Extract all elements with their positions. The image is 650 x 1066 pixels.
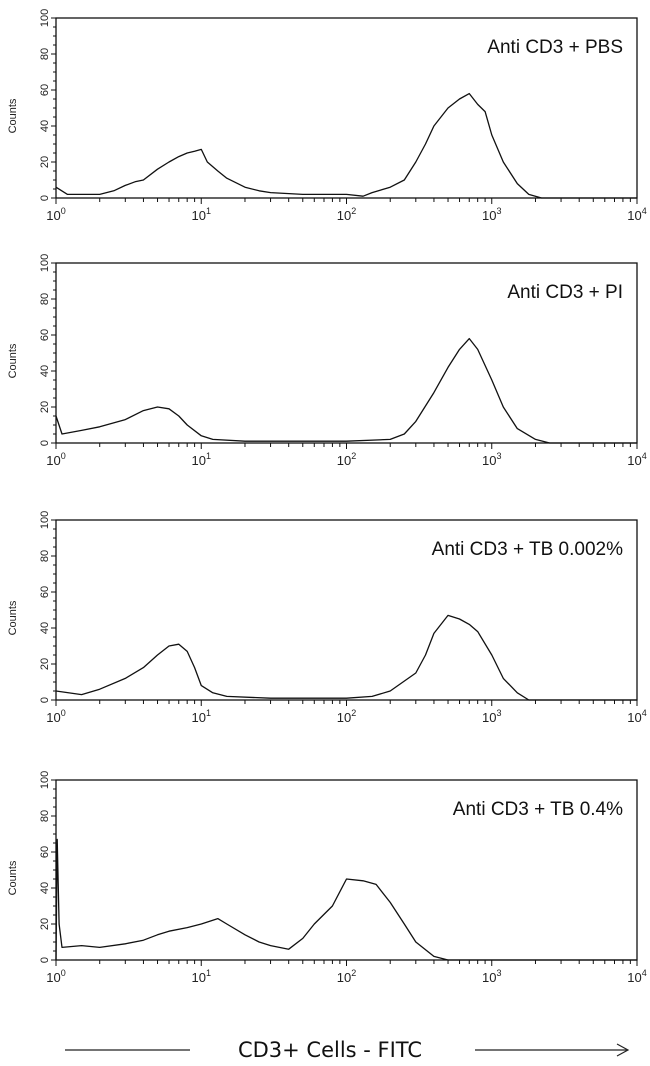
histogram-series-3 — [55, 614, 637, 701]
x-tick-label: 101 — [192, 708, 211, 725]
x-tick-label: 102 — [337, 451, 356, 468]
x-tick-label: 102 — [337, 206, 356, 223]
histogram-panel-4: 0 20 40 60 80 100 Counts 100 101 102 103 104 Anti CD… — [7, 771, 647, 985]
y-axis-label: Counts — [7, 600, 19, 635]
x-tick-label: 104 — [627, 708, 646, 725]
x-tick-label: 100 — [46, 451, 65, 468]
y-tick-label: 20 — [39, 401, 51, 413]
y-tick-label: 40 — [39, 622, 51, 634]
y-tick-label: 60 — [39, 329, 51, 341]
y-axis-label: Counts — [7, 343, 19, 378]
x-tick-label: 100 — [46, 708, 65, 725]
y-tick-label: 0 — [39, 440, 51, 446]
x-tick-label: 101 — [192, 206, 211, 223]
x-tick-label: 103 — [482, 708, 501, 725]
x-tick-label: 104 — [627, 451, 646, 468]
y-tick-label: 60 — [39, 84, 51, 96]
y-tick-label: 80 — [39, 48, 51, 60]
histogram-panel-1: 0 20 40 60 80 100 Counts 100 101 102 103 104 Anti CD… — [7, 9, 647, 223]
panel-title: Anti CD3 + PBS — [487, 37, 623, 58]
y-tick-label: 20 — [39, 156, 51, 168]
y-tick-label: 0 — [39, 957, 51, 963]
y-tick-label: 80 — [39, 293, 51, 305]
x-tick-label: 104 — [627, 968, 646, 985]
histogram-series-2 — [55, 337, 637, 444]
y-tick-label: 100 — [39, 771, 51, 789]
histogram-series-4 — [55, 838, 637, 961]
y-tick-label: 100 — [39, 254, 51, 272]
x-tick-label: 100 — [46, 968, 65, 985]
panel-title: Anti CD3 + TB 0.002% — [432, 539, 623, 560]
y-tick-label: 40 — [39, 882, 51, 894]
x-tick-label: 101 — [192, 968, 211, 985]
y-tick-label: 0 — [39, 697, 51, 703]
histogram-series-1 — [55, 92, 637, 199]
histogram-panel-3: 0 20 40 60 80 100 Counts 100 101 102 103 104 Anti CD… — [7, 511, 647, 725]
x-tick-label: 102 — [337, 708, 356, 725]
arrow-head-icon — [616, 1043, 630, 1057]
y-axis-label: Counts — [7, 98, 19, 133]
y-tick-label: 20 — [39, 918, 51, 930]
x-tick-label: 100 — [46, 206, 65, 223]
panel-title: Anti CD3 + TB 0.4% — [453, 799, 623, 820]
x-tick-label: 102 — [337, 968, 356, 985]
x-tick-label: 103 — [482, 206, 501, 223]
y-tick-label: 20 — [39, 658, 51, 670]
x-tick-label: 101 — [192, 451, 211, 468]
x-tick-label: 104 — [627, 206, 646, 223]
x-tick-label: 103 — [482, 451, 501, 468]
panel-title: Anti CD3 + PI — [507, 282, 623, 303]
y-tick-label: 60 — [39, 586, 51, 598]
y-tick-label: 100 — [39, 511, 51, 529]
y-tick-label: 80 — [39, 550, 51, 562]
y-tick-label: 0 — [39, 195, 51, 201]
y-tick-label: 60 — [39, 846, 51, 858]
x-axis-title: CD3+ Cells - FITC — [238, 1038, 422, 1062]
y-tick-label: 80 — [39, 810, 51, 822]
histogram-panel-2: 0 20 40 60 80 100 Counts 100 101 102 103 104 Anti CD… — [7, 254, 647, 468]
y-tick-label: 40 — [39, 365, 51, 377]
x-tick-label: 103 — [482, 968, 501, 985]
y-axis-label: Counts — [7, 860, 19, 895]
y-tick-label: 40 — [39, 120, 51, 132]
y-tick-label: 100 — [39, 9, 51, 27]
